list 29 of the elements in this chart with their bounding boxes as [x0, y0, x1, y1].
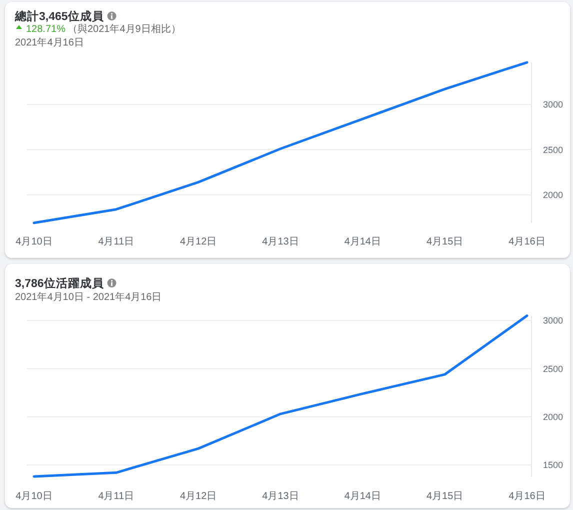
x-tick-label: 4月12日	[180, 236, 217, 248]
x-tick-label: 4月13日	[262, 491, 299, 502]
x-tick-label: 4月13日	[262, 236, 299, 248]
x-tick-label: 4月16日	[508, 491, 546, 502]
y-tick-label: 1500	[543, 460, 564, 470]
x-tick-label: 4月16日	[508, 236, 546, 248]
x-tick-label: 4月10日	[16, 491, 52, 502]
chart-subtitle: 2021年4月10日 - 2021年4月16日	[15, 291, 162, 303]
chart-title: 3,786位活躍成員	[15, 276, 105, 290]
chart-title: 總計3,465位成員	[14, 9, 105, 23]
text: 128.71%	[26, 24, 66, 35]
x-tick-label: 4月14日	[344, 491, 382, 502]
text: （與2021年4月9日相比）	[67, 23, 181, 35]
x-tick-label: 4月12日	[180, 491, 217, 502]
x-tick-label: 4月11日	[98, 236, 134, 248]
y-tick-label: 2000	[543, 190, 564, 200]
x-tick-label: 4月14日	[344, 236, 382, 248]
line-series	[32, 314, 528, 478]
x-tick-label: 4月15日	[426, 491, 464, 502]
x-tick-label: 4月15日	[426, 236, 464, 248]
line-series	[32, 61, 528, 224]
x-tick-label: 4月11日	[98, 491, 134, 502]
y-tick-label: 2000	[543, 412, 564, 422]
y-tick-label: 2500	[543, 144, 564, 155]
y-tick-label: 3000	[543, 100, 564, 110]
chart-subtitle: 2021年4月16日	[15, 36, 84, 48]
y-tick-label: 2500	[543, 364, 564, 374]
x-tick-label: 4月10日	[16, 236, 52, 248]
y-tick-label: 3000	[543, 316, 564, 326]
